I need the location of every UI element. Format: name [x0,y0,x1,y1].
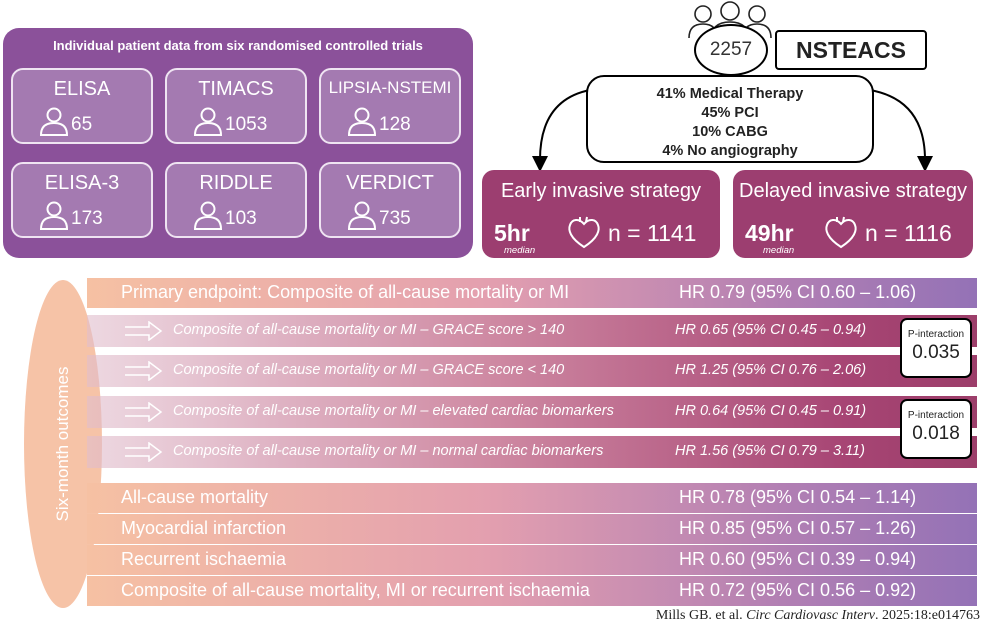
trial-name: RIDDLE [199,172,273,194]
strategy-time: 5hr [494,220,530,246]
p-interaction-value: 0.018 [912,423,960,444]
outcome-hr: HR 0.79 (95% CI 0.60 – 1.06) [679,282,917,302]
arrow-outline-icon [125,321,163,341]
arrow-left-head [532,156,548,172]
outcome-label: Primary endpoint: Composite of all-cause… [121,282,570,302]
p-interaction-label: P-interaction [907,329,965,340]
trial-card-timacs: TIMACS 1053 [165,68,307,144]
outcome-hr: HR 0.72 (95% CI 0.56 – 0.92) [679,580,917,600]
trial-name: ELISA [53,78,111,100]
strategy-n: n = 1141 [608,220,697,246]
outcome-label: All-cause mortality [121,487,269,507]
secondary-bar-mortality: All-cause mortality HR 0.78 (95% CI 0.54… [87,483,977,513]
total-patients-circle: 2257 [694,24,768,76]
trial-n: 128 [379,114,411,135]
subgroup-bar-grace-high: Composite of all-cause mortality or MI –… [87,315,977,347]
trial-n: 65 [71,114,93,135]
arrow-left-line [539,89,591,161]
condition-box: NSTEACS [775,30,927,70]
early-strategy-box: Early invasive strategy 5hr median n = 1… [482,170,720,258]
subgroup-hr: HR 0.64 (95% CI 0.45 – 0.91) [675,403,867,419]
strategy-title: Delayed invasive strategy [739,180,967,202]
trial-card-elisa-3: ELISA-3 173 [11,162,153,238]
trial-name: TIMACS [198,78,274,100]
person-icon [347,107,377,136]
subgroup-label: Composite of all-cause mortality or MI –… [173,322,565,338]
citation-ref: . 2025:18:e014763 [875,608,980,623]
person-icon [193,201,223,230]
trial-n: 1053 [225,114,268,135]
subgroup-label: Composite of all-cause mortality or MI –… [173,362,565,378]
primary-endpoint-bar: Primary endpoint: Composite of all-cause… [87,278,977,308]
secondary-bar-composite: Composite of all-cause mortality, MI or … [87,576,977,606]
subgroup-bar-normal-biomarkers: Composite of all-cause mortality or MI –… [87,436,977,468]
arrow-outline-icon [125,402,163,422]
trial-n: 103 [225,208,257,229]
outcome-hr: HR 0.85 (95% CI 0.57 – 1.26) [679,518,917,538]
treatment-box: 41% Medical Therapy 45% PCI 10% CABG 4% … [586,75,874,163]
trial-name: VERDICT [346,172,434,194]
outcome-label: Recurrent ischaemia [121,549,287,569]
outcome-label: Composite of all-cause mortality, MI or … [121,580,590,600]
treatment-cabg: 10% CABG [692,124,768,140]
citation-journal: Circ Cardiovasc Interv [746,608,875,623]
person-icon [39,201,69,230]
subgroup-hr: HR 1.25 (95% CI 0.76 – 2.06) [675,362,867,378]
trial-name: ELISA-3 [44,172,120,194]
trial-name: LIPSIA-NSTEMI [328,78,452,97]
arrow-right-line [869,89,926,161]
strategy-median: median [763,245,795,256]
arrow-right-head [917,156,933,172]
delayed-strategy-box: Delayed invasive strategy 49hr median n … [733,170,973,258]
p-interaction-box-biomarkers: P-interaction 0.018 [900,399,972,459]
outcomes-side-label: Six-month outcomes [53,366,72,522]
subgroup-hr: HR 1.56 (95% CI 0.79 – 3.11) [675,443,865,459]
citation-authors: Mills GB. et al. [655,608,743,623]
p-interaction-label: P-interaction [907,410,965,421]
arrow-outline-icon [125,361,163,381]
person-icon [39,107,69,136]
subgroup-hr: HR 0.65 (95% CI 0.45 – 0.94) [675,322,867,338]
person-icon [193,107,223,136]
citation: Mills GB. et al. Circ Cardiovasc Interv.… [656,608,980,624]
outcome-label: Myocardial infarction [121,518,287,538]
subgroup-bar-grace-low: Composite of all-cause mortality or MI –… [87,355,977,387]
trial-card-elisa: ELISA 65 [11,68,153,144]
subgroup-label: Composite of all-cause mortality or MI –… [173,403,614,419]
treatment-pci: 45% PCI [701,105,759,121]
trials-title: Individual patient data from six randomi… [53,38,423,53]
secondary-bar-ischaemia: Recurrent ischaemia HR 0.60 (95% CI 0.39… [87,545,977,575]
treatment-medical: 41% Medical Therapy [656,86,804,102]
person-icon [347,201,377,230]
strategy-median: median [504,245,536,256]
trial-card-lipsia-nstemi: LIPSIA-NSTEMI 128 [319,68,461,144]
heart-icon [825,216,857,249]
strategy-time: 49hr [745,220,794,246]
secondary-bar-mi: Myocardial infarction HR 0.85 (95% CI 0.… [87,514,977,544]
trials-panel: Individual patient data from six randomi… [3,28,473,258]
trial-n: 735 [379,208,411,229]
subgroup-label: Composite of all-cause mortality or MI –… [173,443,604,459]
strategy-title: Early invasive strategy [500,180,702,202]
outcome-hr: HR 0.78 (95% CI 0.54 – 1.14) [679,487,917,507]
subgroup-bar-elevated-biomarkers: Composite of all-cause mortality or MI –… [87,396,977,428]
p-interaction-box-grace: P-interaction 0.035 [900,318,972,378]
outcome-hr: HR 0.60 (95% CI 0.39 – 0.94) [679,549,917,569]
strategy-n: n = 1116 [865,220,952,246]
flow-arrows [532,89,933,172]
trial-card-riddle: RIDDLE 103 [165,162,307,238]
trial-n: 173 [71,208,103,229]
trial-card-verdict: VERDICT 735 [319,162,461,238]
arrow-outline-icon [125,442,163,462]
p-interaction-value: 0.035 [912,342,960,363]
heart-icon [568,216,600,249]
treatment-no-angiography: 4% No angiography [662,143,798,159]
